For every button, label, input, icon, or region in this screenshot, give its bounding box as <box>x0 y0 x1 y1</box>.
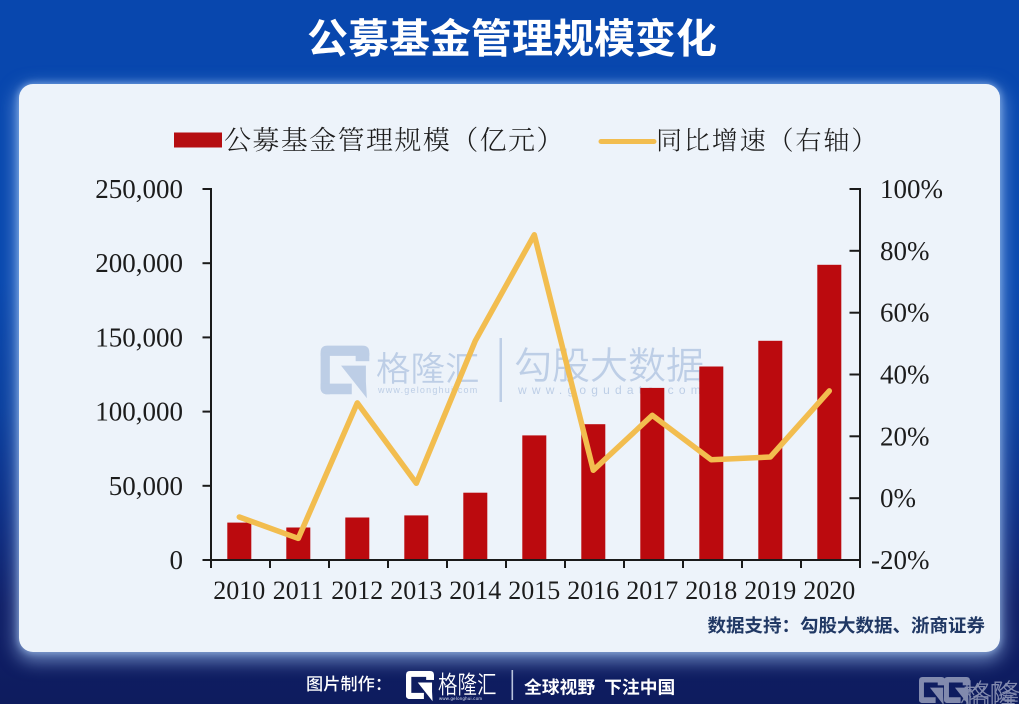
svg-text:100,000: 100,000 <box>95 397 183 427</box>
svg-text:2012: 2012 <box>331 576 383 605</box>
svg-text:50,000: 50,000 <box>109 471 183 501</box>
svg-text:www.gogudata.com: www.gogudata.com <box>517 383 706 397</box>
svg-text:20%: 20% <box>880 421 930 451</box>
svg-text:2014: 2014 <box>449 576 501 605</box>
svg-text:2019: 2019 <box>744 576 796 605</box>
svg-text:2013: 2013 <box>390 576 442 605</box>
svg-text:60%: 60% <box>880 298 930 328</box>
svg-text:2020: 2020 <box>803 576 855 605</box>
svg-text:250,000: 250,000 <box>95 174 183 204</box>
svg-text:www.gelonghui.com: www.gelonghui.com <box>439 696 482 701</box>
svg-text:80%: 80% <box>880 236 930 266</box>
svg-text:2016: 2016 <box>567 576 619 605</box>
svg-text:150,000: 150,000 <box>95 322 183 352</box>
svg-text:0%: 0% <box>880 483 916 513</box>
svg-text:200,000: 200,000 <box>95 248 183 278</box>
svg-text:2015: 2015 <box>508 576 560 605</box>
svg-text:2017: 2017 <box>626 576 678 605</box>
svg-text:2011: 2011 <box>273 576 324 605</box>
svg-text:www.gelonghui.com: www.gelonghui.com <box>377 385 478 395</box>
svg-text:100%: 100% <box>880 174 943 204</box>
svg-text:2018: 2018 <box>685 576 737 605</box>
svg-text:0: 0 <box>170 545 184 575</box>
svg-text:40%: 40% <box>880 360 930 390</box>
svg-text:-20%: -20% <box>871 545 929 575</box>
svg-text:2010: 2010 <box>213 576 265 605</box>
